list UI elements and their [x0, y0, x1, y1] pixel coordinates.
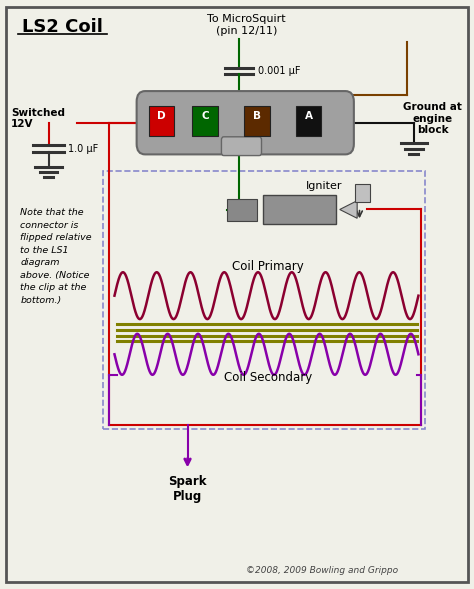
Bar — [263, 195, 336, 224]
Bar — [244, 107, 270, 135]
FancyBboxPatch shape — [221, 137, 262, 155]
Bar — [192, 107, 218, 135]
Text: Switched
12V: Switched 12V — [11, 108, 65, 130]
Polygon shape — [340, 201, 357, 219]
Text: 1.0 μF: 1.0 μF — [68, 144, 99, 154]
Text: -- Looking into coil --: -- Looking into coil -- — [155, 91, 262, 101]
Text: Spark
Plug: Spark Plug — [168, 475, 207, 503]
Text: Ground at
engine
block: Ground at engine block — [403, 102, 462, 135]
Text: Coil Secondary: Coil Secondary — [224, 371, 312, 384]
Text: Note that the
connector is
flipped relative
to the LS1
diagram
above. (Notice
th: Note that the connector is flipped relat… — [20, 208, 92, 305]
Text: 0.001 μF: 0.001 μF — [258, 66, 301, 76]
Bar — [227, 199, 257, 221]
Text: C: C — [201, 111, 209, 121]
Text: Coil Primary: Coil Primary — [232, 260, 303, 273]
Text: ©2008, 2009 Bowling and Grippo: ©2008, 2009 Bowling and Grippo — [246, 565, 398, 574]
Bar — [296, 107, 321, 135]
Text: A: A — [305, 111, 313, 121]
Text: D: D — [157, 111, 166, 121]
Bar — [149, 107, 174, 135]
Text: Igniter: Igniter — [306, 181, 342, 191]
FancyBboxPatch shape — [137, 91, 354, 154]
Bar — [103, 171, 426, 429]
Bar — [355, 184, 370, 202]
Text: LS2 Coil: LS2 Coil — [22, 18, 103, 35]
Text: B: B — [253, 111, 261, 121]
Text: To MicroSquirt
(pin 12/11): To MicroSquirt (pin 12/11) — [207, 14, 286, 36]
